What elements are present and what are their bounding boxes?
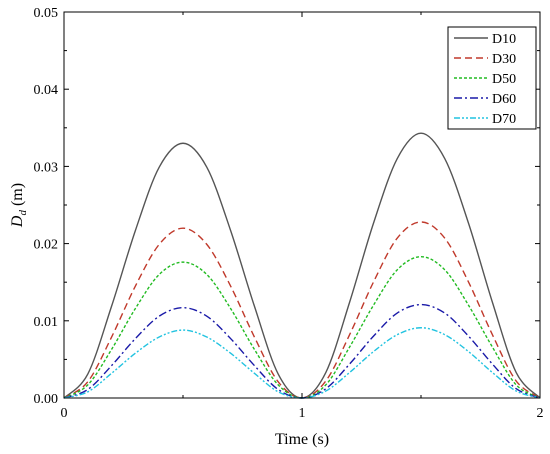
series-line-d10 <box>63 132 541 399</box>
legend-label-d60: D60 <box>492 92 516 107</box>
y-tick-label: 0.00 <box>34 392 59 407</box>
legend: D10 D30 D50 D60 D70 <box>447 26 537 130</box>
y-axis-title-subscript: d <box>17 210 29 216</box>
axis-ticks: 0.00 0.01 0.02 0.03 0.04 0.05 0 1 2 <box>34 6 544 421</box>
series-line-d50 <box>63 256 541 399</box>
y-tick-label: 0.04 <box>34 83 59 98</box>
x-tick-label: 2 <box>537 406 544 421</box>
series-line-d60 <box>63 303 541 399</box>
y-tick-label: 0.01 <box>34 315 59 330</box>
y-tick-label: 0.03 <box>34 160 59 175</box>
y-axis-title-unit: (m) <box>9 183 26 210</box>
x-tick-label: 1 <box>299 406 306 421</box>
x-tick-label: 0 <box>61 406 68 421</box>
y-axis-title: Dd (m) <box>9 183 29 228</box>
legend-label-d30: D30 <box>492 52 516 67</box>
legend-label-d50: D50 <box>492 72 516 87</box>
plot-area <box>63 132 541 399</box>
y-axis-title-symbol: D <box>9 215 26 228</box>
legend-box <box>447 26 537 130</box>
legend-label-d70: D70 <box>492 112 516 127</box>
series-line-d30 <box>63 221 541 399</box>
legend-label-d10: D10 <box>492 32 516 47</box>
series-line-d70 <box>63 327 541 399</box>
x-axis-title: Time (s) <box>275 431 329 448</box>
y-tick-label: 0.05 <box>34 6 59 21</box>
y-tick-label: 0.02 <box>34 238 59 253</box>
